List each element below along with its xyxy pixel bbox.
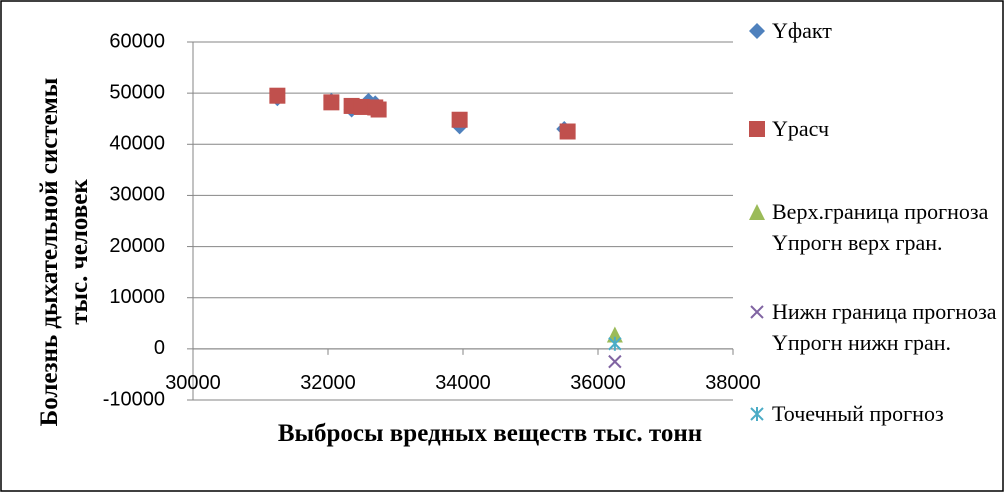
point: [608, 354, 622, 369]
y-tick-label: 60000: [109, 30, 165, 52]
y-tick-label: -10000: [103, 388, 165, 410]
legend-label: Yрасч: [772, 116, 830, 141]
legend-label: Yфакт: [772, 18, 832, 43]
legend-marker: [749, 121, 765, 137]
point: [451, 111, 468, 128]
x-tick-label: 34000: [435, 372, 491, 394]
y-tick-label: 10000: [109, 286, 165, 308]
y-tick-label: 30000: [109, 184, 165, 206]
legend-marker: [750, 305, 764, 319]
point: [269, 87, 286, 104]
legend-marker-shape: [749, 121, 765, 137]
x-tick-label: 32000: [300, 372, 356, 394]
point: [353, 98, 370, 115]
y-tick-label: 0: [154, 337, 165, 359]
y-tick-label: 50000: [109, 81, 165, 103]
legend-marker: [749, 23, 765, 39]
y-tick-label: 20000: [109, 235, 165, 257]
point: [370, 101, 387, 118]
legend-marker: [749, 204, 765, 220]
legend-label: Верх.граница прогноза Yпрогн верх гран.: [772, 199, 989, 255]
x-tick-label: 38000: [705, 372, 761, 394]
legend-marker-shape: [749, 204, 765, 220]
y-axis-title: Болезнь дыхательной системы тыс. человек: [36, 77, 93, 427]
legend-label: Нижн граница прогноза Yпрогн нижн гран.: [772, 299, 997, 355]
point: [323, 94, 340, 111]
x-tick-label: 30000: [165, 372, 221, 394]
legend-label: Точечный прогноз: [772, 401, 944, 426]
point: [559, 123, 576, 140]
x-axis-title: Выбросы вредных веществ тыс. тонн: [277, 420, 703, 447]
y-tick-label: 40000: [109, 133, 165, 155]
legend-marker-shape: [750, 305, 764, 319]
x-tick-label: 36000: [570, 372, 626, 394]
legend-marker: [750, 407, 764, 421]
point: [608, 336, 622, 351]
legend-marker-shape: [749, 23, 765, 39]
legend-marker-shape: [750, 407, 764, 421]
